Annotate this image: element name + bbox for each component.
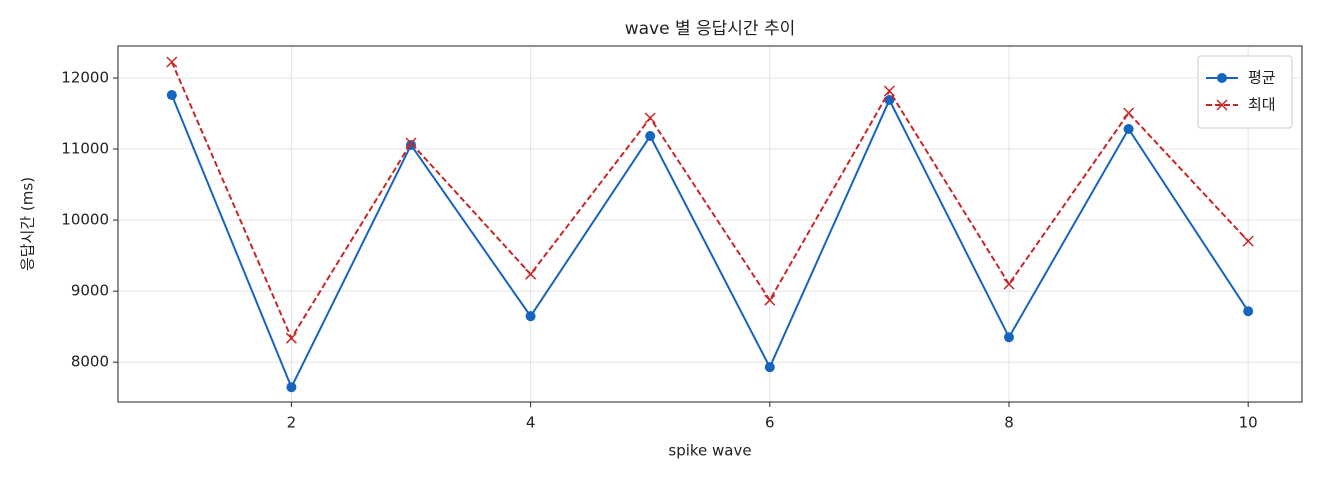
plot-frame (117, 45, 1303, 403)
legend-label: 평균 (1248, 69, 1276, 87)
y-tick-label: 8000 (71, 353, 109, 371)
x-tick-label: 6 (765, 414, 775, 432)
marker (1003, 278, 1015, 290)
marker (1003, 332, 1014, 343)
marker (1217, 73, 1227, 83)
x-tick-label: 4 (526, 414, 536, 432)
y-tick-label: 11000 (61, 140, 109, 158)
series-line (170, 94, 1250, 390)
chart-title: wave 별 응답시간 추이 (625, 19, 796, 39)
legend-box (1197, 55, 1293, 129)
marker (883, 85, 895, 97)
y-tick-label: 10000 (61, 211, 109, 229)
marker (764, 362, 775, 373)
marker (1123, 107, 1135, 119)
series-line (170, 61, 1249, 341)
marker (166, 90, 177, 101)
marker (644, 112, 656, 124)
marker (285, 332, 297, 344)
y-tick-label: 12000 (61, 68, 109, 86)
x-tick-label: 10 (1239, 414, 1258, 432)
marker (645, 131, 656, 142)
x-axis-label: spike wave (668, 442, 751, 460)
marker (764, 294, 776, 306)
marker (1243, 306, 1254, 317)
marker (525, 311, 536, 322)
marker (405, 137, 417, 149)
legend-label: 최대 (1248, 96, 1276, 114)
marker (884, 95, 895, 106)
x-tick-label: 8 (1004, 414, 1014, 432)
marker (1216, 99, 1228, 111)
marker (525, 268, 537, 280)
x-tick-label: 2 (287, 414, 297, 432)
y-axis-label: 응답시간 (ms) (19, 177, 37, 271)
marker (166, 56, 178, 68)
marker (286, 382, 297, 393)
y-tick-label: 9000 (71, 282, 109, 300)
marker (1242, 235, 1254, 247)
marker (1123, 123, 1134, 134)
